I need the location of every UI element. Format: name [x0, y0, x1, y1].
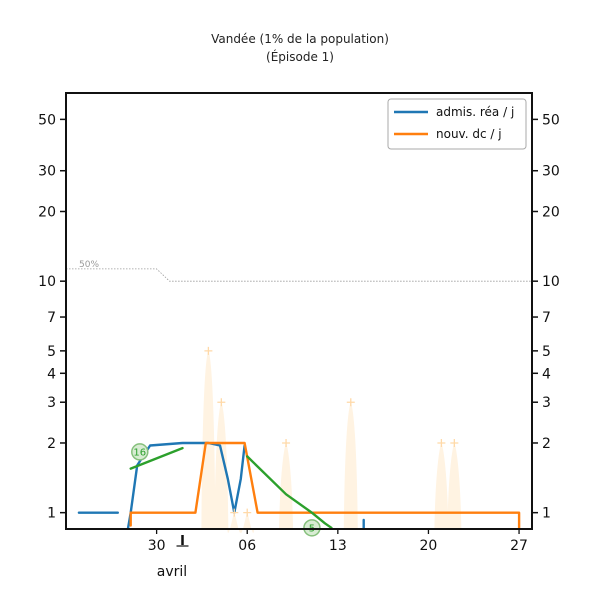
y-tick-label-right-1: 2	[542, 436, 551, 452]
annotation-label-0: 16	[133, 447, 146, 458]
daily-band-7	[447, 442, 462, 529]
y-tick-label-left-1: 2	[47, 436, 56, 452]
y-tick-label-right-2: 3	[542, 395, 551, 411]
daily-bands	[201, 350, 462, 533]
y-tick-label-right-3: 4	[542, 366, 551, 382]
y-tick-label-right-9: 50	[542, 112, 560, 128]
plot-frame	[65, 92, 533, 530]
daily-band-1	[214, 402, 229, 529]
daily-point-2	[230, 508, 239, 517]
x-tick-label-1: 06	[238, 538, 256, 554]
annotation-badge-1	[303, 519, 321, 537]
y-axis-left: 1 2 3 4 5 7 10 20 30 50	[38, 112, 66, 522]
reference-line: 50%	[66, 260, 532, 282]
y-tick-label-left-5: 7	[47, 310, 56, 326]
daily-point-1	[217, 398, 226, 407]
x-tick-label-3: 20	[420, 538, 438, 554]
y-axis-right: 1 2 3 4 5 7 10 20 30 50	[532, 112, 560, 522]
x-axis: 30 06 13 20 27	[148, 529, 528, 554]
daily-points	[204, 346, 459, 517]
daily-point-5	[346, 398, 355, 407]
x-tick-label-2: 13	[329, 538, 347, 554]
legend-label-deces: nouv. dc / j	[436, 127, 502, 141]
reference-line-label: 50%	[79, 260, 99, 270]
daily-point-4	[282, 438, 291, 447]
daily-point-6	[437, 438, 446, 447]
x-tick-label-4: 27	[510, 538, 528, 554]
series-2-segment-0	[129, 446, 184, 470]
daily-band-2	[227, 512, 242, 533]
daily-band-0	[201, 350, 216, 529]
series-2-segment-1	[246, 455, 333, 529]
daily-band-6	[434, 442, 449, 529]
y-tick-label-left-3: 4	[47, 366, 56, 382]
y-tick-label-left-8: 30	[38, 164, 56, 180]
chart-subtitle: (Épisode 1)	[266, 49, 334, 64]
daily-point-7	[450, 438, 459, 447]
y-tick-label-left-2: 3	[47, 395, 56, 411]
y-tick-label-right-6: 10	[542, 274, 560, 290]
y-tick-label-left-9: 50	[38, 112, 56, 128]
y-tick-label-left-7: 20	[38, 204, 56, 220]
daily-band-5	[343, 402, 358, 529]
y-tick-label-right-5: 7	[542, 310, 551, 326]
annotation-badge-0	[131, 443, 149, 461]
daily-point-3	[243, 508, 252, 517]
daily-point-0	[204, 346, 213, 355]
reference-line-path	[66, 268, 532, 282]
y-tick-label-left-6: 10	[38, 274, 56, 290]
month-label: avril	[157, 564, 187, 580]
legend: admis. réa / j nouv. dc / j	[387, 98, 527, 150]
legend-label-admis: admis. réa / j	[436, 105, 514, 119]
daily-band-3	[240, 512, 255, 533]
x-tick-label-0: 30	[148, 538, 166, 554]
series-1-segment-0	[129, 441, 521, 529]
chart-title: Vandée (1% de la population)	[211, 32, 389, 46]
y-tick-label-right-7: 20	[542, 204, 560, 220]
y-tick-label-right-4: 5	[542, 344, 551, 360]
y-tick-label-left-4: 5	[47, 344, 56, 360]
y-tick-label-right-8: 30	[542, 164, 560, 180]
series-lines	[77, 441, 521, 529]
y-tick-label-right-0: 1	[542, 506, 551, 522]
daily-band-4	[279, 442, 294, 529]
y-tick-label-left-0: 1	[47, 506, 56, 522]
